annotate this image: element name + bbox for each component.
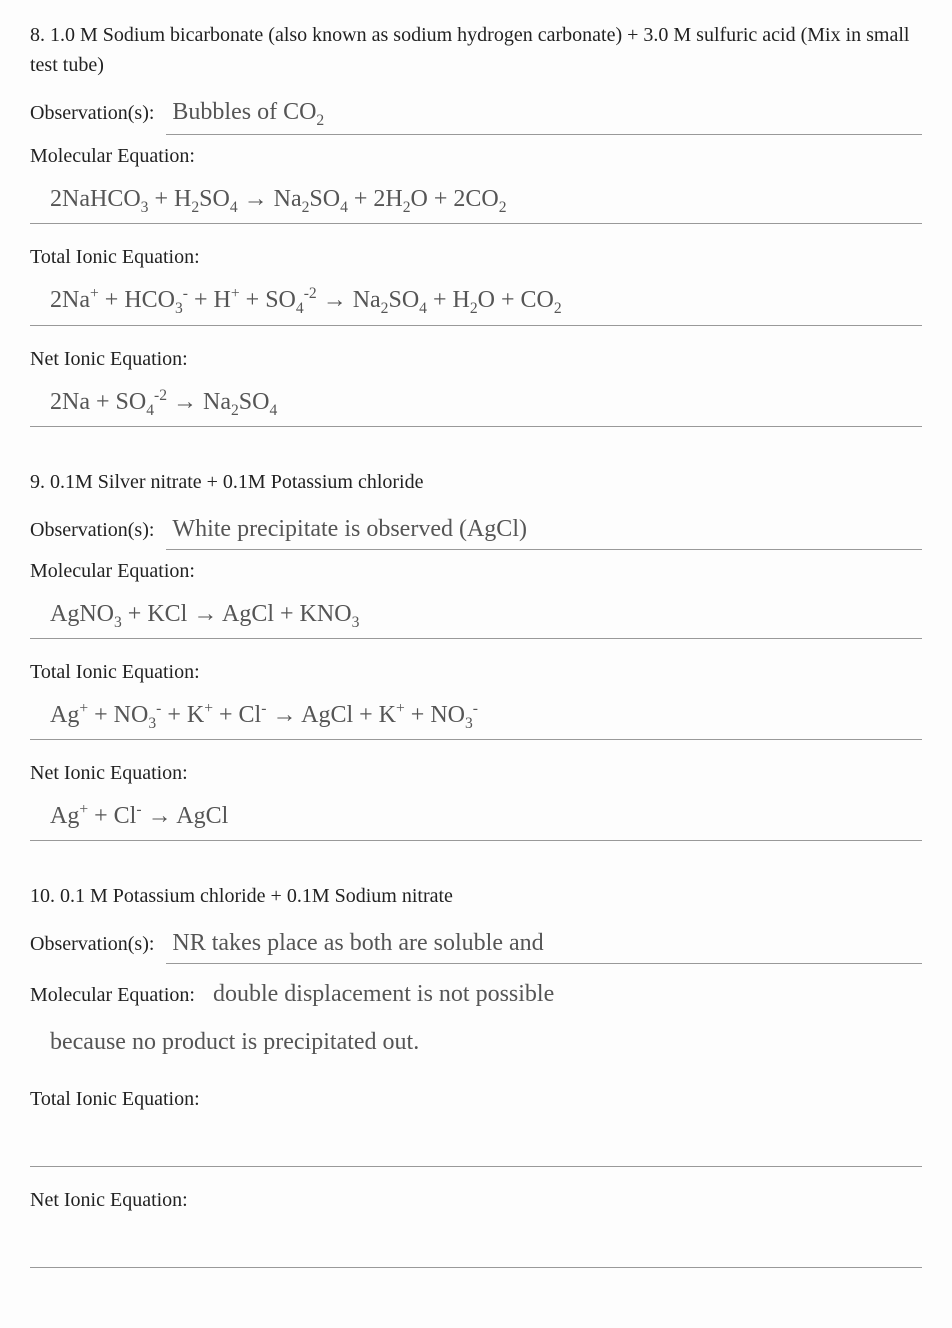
- net-ionic-label: Net Ionic Equation:: [30, 344, 910, 374]
- question-9: 9. 0.1M Silver nitrate + 0.1M Potassium …: [30, 467, 922, 841]
- q9-observation-value: White precipitate is observed (AgCl): [166, 511, 922, 550]
- q8-molecular-eq: 2NaHCO3 + H2SO4 → Na2SO4 + 2H2O + 2CO2: [30, 177, 922, 224]
- q9-total-ionic-eq: Ag+ + NO3- + K+ + Cl- → AgCl + K+ + NO3-: [30, 693, 922, 740]
- q8-observation-row: Observation(s): Bubbles of CO2: [30, 94, 922, 135]
- molecular-eq-label: Molecular Equation:: [30, 556, 910, 586]
- q10-total-ionic-eq: [30, 1120, 922, 1167]
- q10-molecular-row: Molecular Equation: double displacement …: [30, 976, 922, 1014]
- q10-number: 10.: [30, 885, 55, 907]
- q9-number: 9.: [30, 471, 45, 493]
- q10-molecular-line1: double displacement is not possible: [207, 976, 922, 1014]
- q10-observation-value: NR takes place as both are soluble and: [166, 925, 922, 964]
- q9-observation-row: Observation(s): White precipitate is obs…: [30, 511, 922, 550]
- observation-label: Observation(s):: [30, 929, 154, 959]
- net-ionic-label: Net Ionic Equation:: [30, 1185, 910, 1215]
- total-ionic-label: Total Ionic Equation:: [30, 657, 910, 687]
- q10-molecular-line2: because no product is precipitated out.: [30, 1020, 922, 1066]
- q10-observation-row: Observation(s): NR takes place as both a…: [30, 925, 922, 964]
- q9-molecular-eq: AgNO3 + KCl → AgCl + KNO3: [30, 592, 922, 639]
- q10-net-ionic-eq: [30, 1221, 922, 1268]
- q8-observation-value: Bubbles of CO2: [166, 94, 922, 135]
- molecular-eq-label: Molecular Equation:: [30, 980, 195, 1010]
- q8-prompt-text: 1.0 M Sodium bicarbonate (also known as …: [30, 24, 909, 76]
- total-ionic-label: Total Ionic Equation:: [30, 1084, 910, 1114]
- q10-prompt: 10. 0.1 M Potassium chloride + 0.1M Sodi…: [30, 881, 922, 911]
- q8-number: 8.: [30, 24, 45, 46]
- q8-net-ionic-eq: 2Na + SO4-2 → Na2SO4: [30, 380, 922, 427]
- question-10: 10. 0.1 M Potassium chloride + 0.1M Sodi…: [30, 881, 922, 1268]
- net-ionic-label: Net Ionic Equation:: [30, 758, 910, 788]
- molecular-eq-label: Molecular Equation:: [30, 141, 910, 171]
- q9-net-ionic-eq: Ag+ + Cl- → AgCl: [30, 794, 922, 841]
- q8-total-ionic-eq: 2Na+ + HCO3- + H+ + SO4-2 → Na2SO4 + H2O…: [30, 278, 922, 325]
- q8-prompt: 8. 1.0 M Sodium bicarbonate (also known …: [30, 20, 922, 80]
- observation-label: Observation(s):: [30, 98, 154, 128]
- observation-label: Observation(s):: [30, 515, 154, 545]
- question-8: 8. 1.0 M Sodium bicarbonate (also known …: [30, 20, 922, 427]
- q10-prompt-text: 0.1 M Potassium chloride + 0.1M Sodium n…: [60, 885, 453, 907]
- q9-prompt: 9. 0.1M Silver nitrate + 0.1M Potassium …: [30, 467, 922, 497]
- q9-prompt-text: 0.1M Silver nitrate + 0.1M Potassium chl…: [50, 471, 423, 493]
- total-ionic-label: Total Ionic Equation:: [30, 242, 910, 272]
